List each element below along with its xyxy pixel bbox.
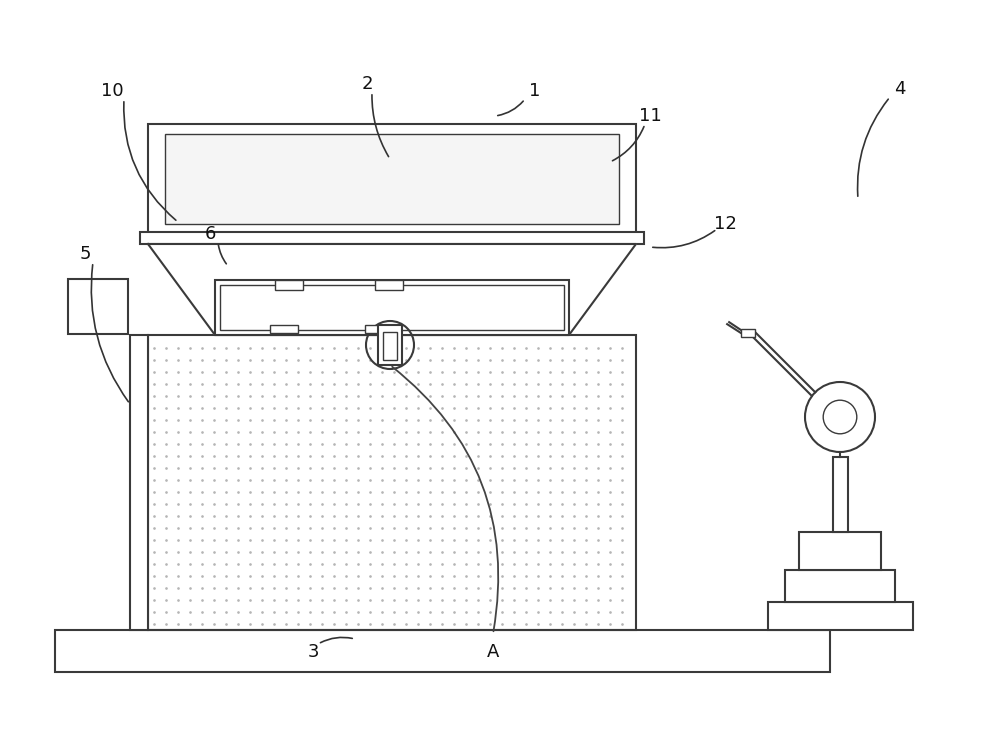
Bar xyxy=(799,532,881,570)
Bar xyxy=(270,325,298,333)
Bar xyxy=(68,279,128,334)
Text: 5: 5 xyxy=(79,245,91,263)
Text: 1: 1 xyxy=(529,82,541,100)
Bar xyxy=(55,630,830,672)
Text: 2: 2 xyxy=(361,75,373,93)
Bar xyxy=(768,602,913,630)
Bar xyxy=(741,329,755,337)
Bar xyxy=(833,457,848,532)
Text: A: A xyxy=(487,643,499,661)
Bar xyxy=(365,325,393,333)
Polygon shape xyxy=(148,244,636,335)
Bar xyxy=(383,332,397,360)
Text: 6: 6 xyxy=(204,225,216,243)
Bar xyxy=(785,570,895,602)
Bar xyxy=(220,285,564,330)
Bar xyxy=(148,124,636,234)
Bar xyxy=(378,325,402,365)
Bar xyxy=(375,280,403,290)
Bar xyxy=(140,232,644,244)
Bar xyxy=(215,280,569,335)
Bar xyxy=(275,280,303,290)
Text: 10: 10 xyxy=(101,82,123,100)
Bar xyxy=(165,134,619,224)
Text: 12: 12 xyxy=(714,215,736,233)
Text: 11: 11 xyxy=(639,107,661,125)
Text: 3: 3 xyxy=(307,643,319,661)
Text: 4: 4 xyxy=(894,80,906,98)
Bar xyxy=(148,335,636,630)
Bar xyxy=(130,335,148,630)
